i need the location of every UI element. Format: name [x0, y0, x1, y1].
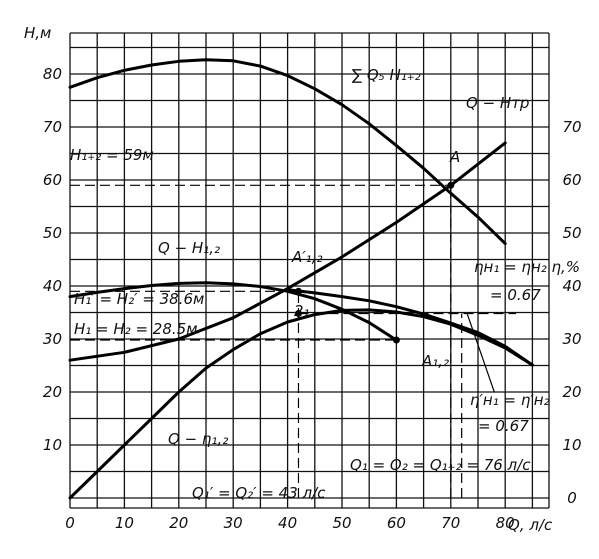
- x-tick-label: 40: [278, 514, 297, 532]
- q-eta-label: Q − η₁,₂: [168, 430, 228, 448]
- x-tick-label: 20: [169, 514, 188, 532]
- point-2: [294, 310, 302, 318]
- y-left-tick-label: 30: [43, 330, 62, 348]
- curve-0: [68, 58, 507, 246]
- point-3: [392, 336, 400, 344]
- y-right-tick-label: 20: [562, 383, 581, 401]
- grid: [69, 32, 550, 509]
- y-right-tick-label: 70: [562, 118, 581, 136]
- y-right-tick-label: 40: [562, 277, 581, 295]
- y-left-tick-label: 60: [43, 171, 62, 189]
- eta-leader-line: [466, 312, 495, 393]
- y-left-tick-label: 70: [43, 118, 62, 136]
- sum-curve-label: ∑ Q₅ H₁₊₂: [352, 66, 421, 84]
- x-tick-label: 0: [65, 514, 75, 532]
- y-right-tick-label: 0: [567, 489, 577, 507]
- point-2-label: 2₁: [294, 302, 310, 320]
- x-tick-label: 60: [387, 514, 406, 532]
- q-h12-label: Q − H₁,₂: [158, 239, 220, 257]
- q-prime-label: Q₁′ = Q₂′ = 43 л/с: [192, 484, 326, 502]
- x-tick-label: 50: [332, 514, 351, 532]
- y-axis-title: H,м: [24, 24, 51, 42]
- point-a-label: A: [449, 148, 460, 166]
- y-left-tick-label: 20: [43, 383, 62, 401]
- h1h2-label: H₁ = H₂ = 28.5м: [74, 320, 198, 338]
- point-a12-prime-label: A′₁,₂: [291, 248, 322, 266]
- y-left-tick-label: 10: [43, 436, 62, 454]
- point-a12-label: A₁,₂: [421, 352, 449, 370]
- y-right-tick-label: 50: [562, 224, 581, 242]
- x-tick-label: 70: [441, 514, 460, 532]
- point-1: [294, 287, 302, 295]
- curves: [68, 58, 534, 500]
- guide-lines: [70, 184, 517, 498]
- eta-top-value: = 0.67: [490, 286, 541, 304]
- eta-top-label: ηн₁ = ηн₂ η,%: [474, 258, 580, 276]
- h1h2-prime-label: H₁′ = H₂′ = 38.6м: [74, 290, 204, 308]
- curve-4: [286, 288, 534, 367]
- q-htr-label: Q − Hтр: [466, 94, 529, 112]
- x-tick-label: 30: [224, 514, 243, 532]
- curve-points: [294, 181, 455, 344]
- x-axis-title: Q, л/с: [508, 516, 553, 534]
- y-right-tick-label: 60: [562, 171, 581, 189]
- point-0: [447, 181, 455, 189]
- y-left-tick-label: 50: [43, 224, 62, 242]
- y-right-tick-label: 30: [562, 330, 581, 348]
- y-left-tick-label: 40: [43, 277, 62, 295]
- x-tick-label: 80: [496, 514, 515, 532]
- y-right-tick-label: 10: [562, 436, 581, 454]
- x-tick-label: 10: [115, 514, 134, 532]
- h-sum-label: H₁₊₂ = 59м: [70, 146, 154, 164]
- eta-bottom-value: = 0.67: [478, 417, 529, 435]
- eta-bottom-label: η′н₁ = η′н₂: [470, 391, 550, 409]
- y-left-tick-label: 80: [43, 65, 62, 83]
- tick-labels: 0 10 20 30 40 50 60 70 80 10 20 30 40 50 60 70 80 0 10 20 30…: [43, 65, 582, 532]
- q-sum-label: Q₁ = Q₂ = Q₁₊₂ = 76 л/с: [350, 456, 531, 474]
